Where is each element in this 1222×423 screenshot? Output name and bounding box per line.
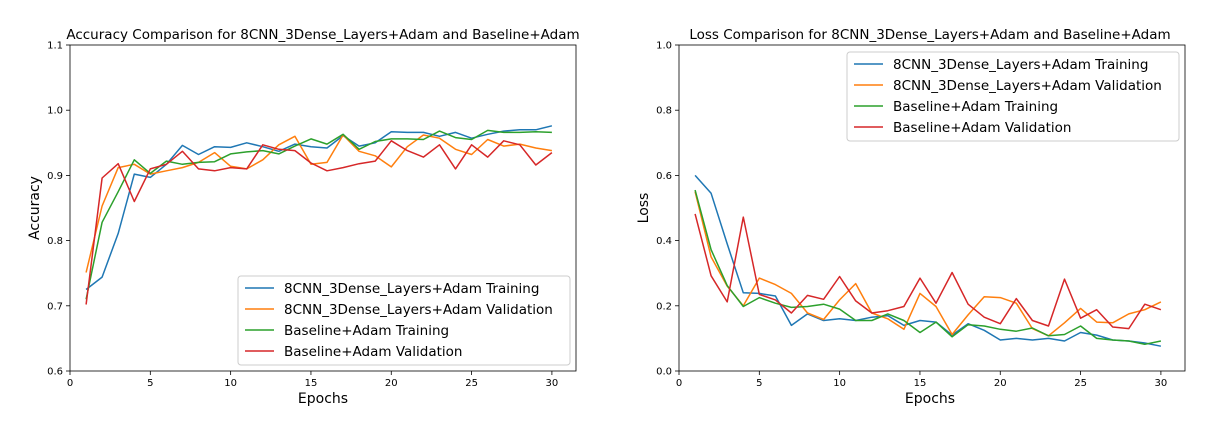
y-tick-label: 1.0 [47, 106, 63, 117]
legend-label: Baseline+Adam Validation [893, 120, 1072, 136]
y-tick-label: 0.6 [47, 367, 63, 378]
x-tick-label: 5 [147, 378, 153, 389]
plot-frame [678, 44, 1186, 372]
x-tick-label: 15 [305, 378, 318, 389]
legend-label: 8CNN_3Dense_Layers+Adam Training [284, 281, 539, 297]
legend-box [846, 51, 1180, 142]
y-tick-label: 0.4 [656, 236, 672, 247]
x-tick-label: 25 [465, 378, 478, 389]
x-tick-label: 10 [833, 378, 846, 389]
x-axis-label: Epochs [905, 391, 955, 407]
y-tick-label: 0.7 [47, 301, 63, 312]
series-line-2 [85, 129, 552, 300]
series-line-2 [694, 189, 1162, 346]
y-tick-label: 1.0 [656, 41, 672, 52]
series-line-3 [694, 213, 1162, 330]
y-tick-label: 1.1 [47, 41, 63, 52]
x-tick-label: 30 [546, 378, 559, 389]
chart-title: Accuracy Comparison for 8CNN_3Dense_Laye… [66, 27, 579, 43]
series-line-1 [85, 134, 553, 273]
accuracy-chart: Accuracy Comparison for 8CNN_3Dense_Laye… [27, 27, 580, 407]
y-tick-label: 0.9 [47, 171, 63, 182]
series-line-0 [85, 125, 553, 291]
y-tick-label: 0.8 [656, 106, 672, 117]
x-tick-label: 25 [1074, 378, 1087, 389]
plot-frame [69, 44, 577, 372]
legend-label: 8CNN_3Dense_Layers+Adam Validation [284, 302, 553, 318]
legend-label: Baseline+Adam Training [284, 323, 449, 339]
x-axis-label: Epochs [298, 391, 348, 407]
legend-label: Baseline+Adam Training [893, 99, 1058, 115]
legend: 8CNN_3Dense_Layers+Adam Training 8CNN_3De… [846, 51, 1180, 142]
series-line-3 [85, 140, 553, 305]
y-axis-label: Loss [636, 193, 652, 224]
x-tick-label: 0 [67, 378, 73, 389]
legend-label: 8CNN_3Dense_Layers+Adam Validation [893, 78, 1162, 94]
legend-label: Baseline+Adam Validation [284, 344, 463, 360]
y-tick-label: 0.8 [47, 236, 63, 247]
series-line-1 [694, 191, 1162, 337]
y-axis-label: Accuracy [27, 176, 43, 240]
y-tick-label: 0.2 [656, 301, 672, 312]
chart-title: Loss Comparison for 8CNN_3Dense_Layers+A… [689, 27, 1170, 43]
x-tick-label: 0 [676, 378, 682, 389]
x-tick-label: 10 [224, 378, 237, 389]
x-tick-label: 20 [994, 378, 1007, 389]
x-tick-label: 30 [1155, 378, 1168, 389]
x-tick-label: 20 [385, 378, 398, 389]
y-tick-label: 0.6 [656, 171, 672, 182]
x-tick-label: 15 [914, 378, 927, 389]
y-tick-label: 0.0 [656, 367, 672, 378]
legend-label: 8CNN_3Dense_Layers+Adam Training [893, 57, 1148, 73]
x-tick-label: 5 [756, 378, 762, 389]
legend: 8CNN_3Dense_Layers+Adam Training 8CNN_3De… [237, 275, 571, 366]
series-line-0 [694, 174, 1162, 347]
legend-box [237, 275, 571, 366]
loss-chart: Loss Comparison for 8CNN_3Dense_Layers+A… [636, 27, 1186, 407]
